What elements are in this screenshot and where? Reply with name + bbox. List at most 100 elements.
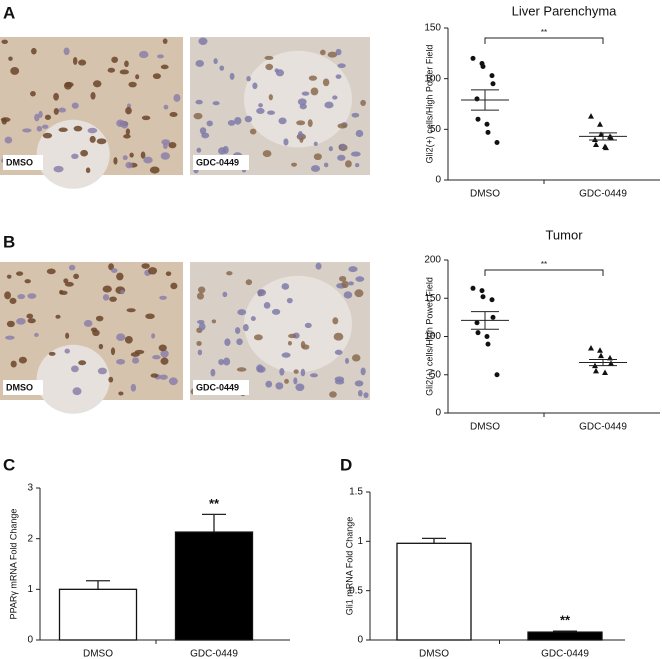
y-tick-label: 0: [357, 635, 363, 646]
nucleus: [223, 357, 231, 366]
nucleus: [264, 55, 274, 60]
nucleus: [337, 63, 346, 69]
nucleus: [92, 329, 100, 337]
nucleus: [135, 74, 140, 80]
nucleus: [213, 58, 218, 65]
micrograph: DMSO: [0, 262, 183, 414]
nucleus: [236, 367, 247, 372]
nucleus: [328, 146, 333, 152]
nucleus: [252, 82, 258, 90]
nucleus: [237, 309, 247, 316]
nucleus: [246, 75, 251, 82]
nucleus: [140, 151, 146, 159]
nucleus: [168, 377, 178, 386]
nucleus: [360, 367, 366, 376]
nucleus: [116, 358, 126, 365]
y-tick-label: 150: [424, 293, 441, 304]
nucleus: [150, 373, 159, 378]
nucleus: [92, 80, 102, 88]
nucleus: [244, 115, 253, 123]
nucleus: [16, 318, 26, 325]
nucleus: [18, 356, 27, 364]
y-axis-label: Gli2(+) cells/High Power Field: [424, 45, 434, 164]
nucleus: [109, 296, 117, 302]
nucleus: [284, 378, 289, 384]
nucleus: [335, 48, 342, 56]
nucleus: [10, 66, 20, 75]
bar: [58, 588, 138, 641]
nucleus: [143, 156, 153, 164]
nucleus: [90, 91, 96, 100]
nucleus: [116, 272, 124, 281]
nucleus: [119, 69, 129, 75]
nucleus: [300, 368, 306, 377]
bar: [396, 542, 472, 641]
data-point: [588, 113, 594, 119]
panel-letter: C: [3, 455, 15, 474]
nucleus: [337, 123, 348, 129]
nucleus: [193, 112, 203, 120]
data-point: [608, 134, 614, 140]
significance: **: [209, 496, 220, 511]
nucleus: [262, 150, 272, 158]
nucleus: [257, 289, 266, 297]
nucleus: [250, 316, 256, 321]
nucleus: [354, 289, 364, 298]
nucleus: [64, 348, 70, 354]
nucleus: [53, 92, 59, 101]
significance-bracket: [484, 37, 604, 44]
nucleus: [265, 63, 274, 71]
nucleus: [224, 338, 231, 347]
nucleus: [58, 127, 68, 133]
nucleus: [197, 319, 205, 324]
nucleus: [132, 357, 140, 364]
micrograph: GDC-0449: [190, 262, 370, 400]
nucleus: [293, 369, 299, 374]
nucleus: [222, 291, 228, 298]
data-point: [485, 341, 491, 347]
image-label: GDC-0449: [196, 157, 239, 167]
nucleus: [22, 128, 32, 133]
nucleus: [134, 349, 145, 355]
nucleus: [102, 294, 110, 301]
sem-bar: [471, 311, 499, 330]
nucleus: [10, 360, 17, 368]
nucleus: [256, 107, 265, 115]
nucleus: [267, 110, 276, 115]
nucleus: [307, 119, 313, 127]
nucleus: [160, 357, 169, 365]
nucleus: [96, 138, 107, 145]
data-point: [489, 73, 495, 79]
nucleus: [196, 341, 202, 347]
nucleus: [5, 335, 15, 340]
nucleus: [363, 392, 369, 399]
data-point: [603, 144, 609, 151]
nucleus: [218, 359, 225, 366]
nucleus: [226, 271, 233, 276]
nucleus: [348, 266, 358, 273]
data-point: [597, 121, 603, 127]
nucleus: [355, 276, 365, 282]
y-tick-label: 0: [435, 408, 441, 419]
vessel: [244, 50, 352, 148]
vessel: [244, 275, 352, 373]
nucleus: [160, 349, 169, 358]
nucleus: [98, 343, 104, 350]
nucleus: [299, 103, 307, 110]
error-bar: [422, 537, 446, 544]
y-tick-label: 2: [27, 533, 33, 544]
nucleus: [73, 273, 80, 280]
nucleus: [113, 157, 118, 165]
nucleus: [351, 354, 361, 362]
nucleus: [55, 314, 61, 319]
nucleus: [345, 357, 350, 364]
nucleus: [197, 286, 206, 294]
nucleus: [145, 313, 155, 320]
nucleus: [30, 91, 36, 97]
nucleus: [72, 56, 78, 65]
nucleus: [313, 141, 318, 147]
chart-title: Tumor: [545, 227, 583, 242]
nucleus: [279, 367, 285, 376]
data-point: [592, 136, 598, 142]
nucleus: [354, 162, 360, 168]
